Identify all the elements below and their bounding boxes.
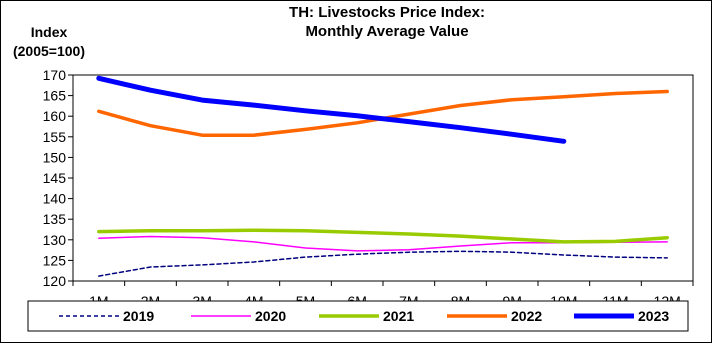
chart-title: TH: Livestocks Price Index: — [289, 4, 485, 21]
legend-label-2021: 2021 — [383, 308, 414, 324]
y-axis-label: Index — [31, 24, 68, 40]
legend-label-2022: 2022 — [511, 308, 542, 324]
y-tick-label: 155 — [43, 129, 67, 145]
y-tick-label: 145 — [43, 170, 67, 186]
legend-label-2023: 2023 — [638, 308, 669, 324]
y-tick-label: 140 — [43, 191, 67, 207]
series-line-2020 — [98, 235, 668, 252]
y-axis-unit-label: (2005=100) — [13, 43, 85, 59]
series-line-2021 — [97, 228, 669, 244]
y-tick-label: 125 — [43, 252, 67, 268]
legend-label-2019: 2019 — [123, 308, 154, 324]
y-tick-label: 120 — [43, 273, 67, 289]
y-tick-label: 150 — [43, 149, 67, 165]
y-tick-label: 165 — [43, 88, 67, 104]
plot-area: 1201251301351401451501551601651701M2M3M4… — [43, 67, 694, 309]
series-line-2019 — [98, 250, 668, 277]
y-tick-label: 130 — [43, 232, 67, 248]
y-tick-label: 135 — [43, 211, 67, 227]
series-line-2023 — [96, 75, 567, 144]
y-tick-label: 170 — [43, 67, 67, 83]
legend: 2019 2020 2021 2022 2023 — [27, 300, 689, 332]
legend-label-2020: 2020 — [255, 308, 286, 324]
chart-subtitle: Monthly Average Value — [305, 23, 468, 40]
y-tick-label: 160 — [43, 108, 67, 124]
